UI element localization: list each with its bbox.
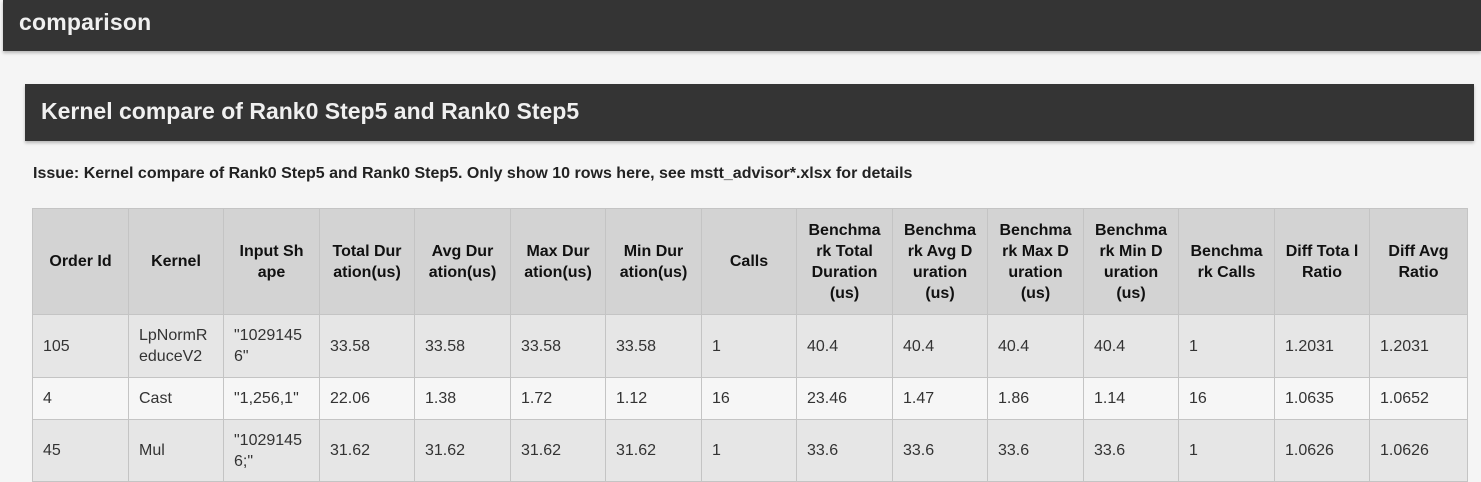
table-cell: 1.14 xyxy=(1083,377,1179,420)
table-cell: Mul xyxy=(128,419,224,482)
table-cell: 40.4 xyxy=(892,314,988,378)
table-cell: LpNormR educeV2 xyxy=(128,314,224,378)
table-cell: 33.6 xyxy=(892,419,988,482)
table-cell: Cast xyxy=(128,377,224,420)
column-header: Diff Avg Ratio xyxy=(1369,208,1468,315)
table-cell: 33.58 xyxy=(605,314,702,378)
table-cell: 1 xyxy=(701,314,797,378)
table-cell: 23.46 xyxy=(796,377,893,420)
table-cell: 33.6 xyxy=(1083,419,1179,482)
table-cell: 40.4 xyxy=(987,314,1084,378)
table-cell: 1.47 xyxy=(892,377,988,420)
page-header: comparison xyxy=(3,0,1481,51)
table-cell: 1.72 xyxy=(510,377,606,420)
table-cell: 40.4 xyxy=(1083,314,1179,378)
column-header: Avg Dur ation(us) xyxy=(414,208,511,315)
table-cell: 1.86 xyxy=(987,377,1084,420)
section-title: Kernel compare of Rank0 Step5 and Rank0 … xyxy=(41,98,580,124)
table-cell: 22.06 xyxy=(319,377,415,420)
table-cell: 40.4 xyxy=(796,314,893,378)
table-cell: 1 xyxy=(701,419,797,482)
table-cell: 33.58 xyxy=(510,314,606,378)
table-cell: 1.0626 xyxy=(1274,419,1370,482)
issue-text: Issue: Kernel compare of Rank0 Step5 and… xyxy=(33,165,913,182)
column-header: Calls xyxy=(701,208,797,315)
kernel-compare-table: Order Id Kernel Input Sh ape Total Dur a… xyxy=(32,208,1468,482)
table-cell: 33.6 xyxy=(987,419,1084,482)
table-cell: 31.62 xyxy=(510,419,606,482)
table-cell: "1029145 6" xyxy=(223,314,320,378)
table-cell: 1 xyxy=(1178,314,1275,378)
table-cell: "1029145 6;" xyxy=(223,419,320,482)
table-cell: 16 xyxy=(1178,377,1275,420)
table-cell: 1.0635 xyxy=(1274,377,1370,420)
table-cell: 1 xyxy=(1178,419,1275,482)
table-cell: 31.62 xyxy=(605,419,702,482)
table-cell: "1,256,1" xyxy=(223,377,320,420)
column-header: Benchma rk Min D uration (us) xyxy=(1083,208,1179,315)
table-row: 105 LpNormR educeV2 "1029145 6" 33.58 33… xyxy=(32,314,1468,378)
column-header: Benchma rk Max D uration (us) xyxy=(987,208,1084,315)
table-row: 45 Mul "1029145 6;" 31.62 31.62 31.62 31… xyxy=(32,419,1468,482)
column-header: Order Id xyxy=(32,208,129,315)
table-cell: 1.2031 xyxy=(1369,314,1468,378)
column-header: Benchma rk Calls xyxy=(1178,208,1275,315)
table-cell: 1.0626 xyxy=(1369,419,1468,482)
table-cell: 33.58 xyxy=(319,314,415,378)
table-cell: 31.62 xyxy=(414,419,511,482)
table-cell: 1.12 xyxy=(605,377,702,420)
table-cell: 4 xyxy=(32,377,129,420)
column-header: Diff Tota l Ratio xyxy=(1274,208,1370,315)
column-header: Kernel xyxy=(128,208,224,315)
column-header: Min Dur ation(us) xyxy=(605,208,702,315)
section-header[interactable]: Kernel compare of Rank0 Step5 and Rank0 … xyxy=(25,84,1474,141)
table-cell: 105 xyxy=(32,314,129,378)
column-header: Benchma rk Total Duration (us) xyxy=(796,208,893,315)
page-title: comparison xyxy=(19,9,152,35)
table-cell: 16 xyxy=(701,377,797,420)
column-header: Total Dur ation(us) xyxy=(319,208,415,315)
table-cell: 1.38 xyxy=(414,377,511,420)
table-row: 4 Cast "1,256,1" 22.06 1.38 1.72 1.12 16… xyxy=(32,377,1468,420)
table-header-row: Order Id Kernel Input Sh ape Total Dur a… xyxy=(32,208,1468,315)
table-cell: 33.6 xyxy=(796,419,893,482)
table-cell: 45 xyxy=(32,419,129,482)
column-header: Max Dur ation(us) xyxy=(510,208,606,315)
table-cell: 31.62 xyxy=(319,419,415,482)
column-header: Input Sh ape xyxy=(223,208,320,315)
table-cell: 1.2031 xyxy=(1274,314,1370,378)
column-header: Benchma rk Avg D uration (us) xyxy=(892,208,988,315)
table-cell: 33.58 xyxy=(414,314,511,378)
table-cell: 1.0652 xyxy=(1369,377,1468,420)
